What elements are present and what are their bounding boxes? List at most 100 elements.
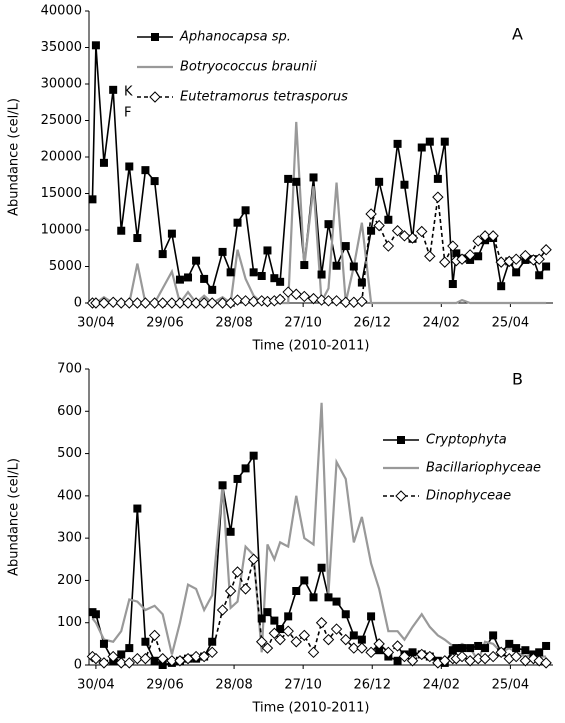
legend-label: Dinophyceae [426,489,511,504]
marker [391,640,404,652]
marker [474,641,483,650]
marker [393,139,402,148]
marker [174,297,186,309]
marker [208,637,217,646]
x-tick-label: 30/04 [77,316,114,331]
marker [263,608,272,617]
legend-marker [395,490,407,502]
marker [190,650,202,663]
marker [367,226,376,235]
marker [117,650,126,659]
marker [257,271,266,280]
marker [249,451,258,460]
marker [398,650,411,663]
x-tick-label: 24/02 [423,316,460,331]
marker [274,293,286,306]
marker [340,633,352,646]
y-tick-label: 40000 [41,4,82,19]
y-axis-label: Abundance (cel/L) [7,458,22,576]
marker [292,587,301,595]
marker [190,297,202,309]
legend-label: Cryptophyta [426,433,507,448]
legend-label: Eutetramorus tetrasporus [180,90,348,105]
marker [416,648,428,661]
marker [398,230,411,242]
marker [432,191,444,203]
x-tick-label: 27/10 [284,678,321,693]
marker [88,195,97,204]
y-tick-label: 15000 [41,186,82,201]
legend-marker [397,436,405,444]
marker [440,137,449,146]
marker [150,656,159,665]
marker [458,644,467,653]
marker [226,268,235,277]
marker [290,636,302,648]
marker [307,292,320,305]
marker [375,177,384,186]
marker [452,249,461,258]
marker [218,481,227,490]
marker [247,553,260,565]
marker [198,297,210,309]
marker [231,294,244,306]
marker [497,282,506,291]
marker [198,650,210,663]
marker [519,655,532,667]
marker [216,297,229,309]
x-tick-label: 28/08 [215,678,252,693]
marker [158,661,167,669]
marker [535,648,544,657]
marker [487,230,499,242]
marker [206,297,218,309]
y-axis-label: Abundance (cel/L) [7,98,22,216]
x-tick-label: 26/12 [354,316,391,331]
marker [535,271,544,280]
marker [356,295,368,308]
annotation: F [124,106,131,121]
x-tick-label: 26/12 [354,678,391,693]
marker [290,288,302,300]
marker [300,576,309,585]
marker [131,297,144,309]
marker [356,642,368,654]
marker [424,250,436,262]
x-tick-label: 29/06 [146,678,183,693]
marker [125,162,134,171]
marker [257,614,266,623]
x-tick-label: 27/10 [284,316,321,331]
marker [276,625,285,634]
marker [309,173,318,182]
marker [99,158,108,167]
marker [349,262,358,271]
marker [340,296,352,308]
marker [208,285,217,294]
marker [233,474,242,483]
marker [417,143,426,152]
marker [332,261,341,270]
marker [148,297,161,309]
marker [117,226,126,235]
x-tick-label: 30/04 [77,678,114,693]
marker [367,612,376,621]
marker [542,641,551,650]
y-tick-label: 5000 [49,259,82,274]
marker [241,464,250,473]
marker [156,297,169,309]
marker [270,274,279,283]
marker [433,174,442,183]
marker [332,597,341,606]
marker [479,230,491,242]
y-tick-label: 10000 [41,223,82,238]
marker [115,297,127,309]
x-tick-label: 28/08 [215,316,252,331]
marker [447,240,459,252]
marker [206,646,218,659]
marker [150,177,159,186]
marker [99,639,108,648]
marker [274,633,286,646]
y-tick-label: 200 [57,573,82,588]
marker [309,593,318,602]
x-tick-label: 24/02 [423,678,460,693]
marker [284,612,293,621]
